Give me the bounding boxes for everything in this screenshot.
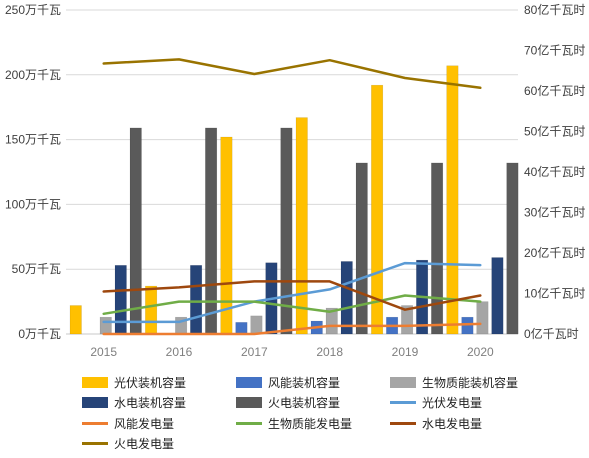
- legend-swatch: [82, 442, 108, 446]
- legend-row: 光伏装机容量 风能装机容量 生物质能装机容量: [82, 372, 562, 393]
- legend-label: 光伏装机容量: [114, 375, 187, 390]
- bar: [506, 162, 519, 335]
- legend-item: 生物质能发电量: [236, 415, 390, 432]
- legend-label: 风能装机容量: [268, 375, 341, 390]
- right-axis-tick-label: 80亿千瓦时: [524, 2, 585, 17]
- x-axis-tick-label: 2018: [316, 345, 343, 359]
- legend-row: 火电发电量: [82, 434, 562, 455]
- legend-item: 风能装机容量: [236, 374, 390, 391]
- bar: [145, 285, 158, 335]
- bar: [220, 136, 233, 335]
- legend-swatch: [390, 376, 416, 388]
- legend-label: 生物质能发电量: [268, 416, 353, 431]
- series-line: [102, 322, 482, 336]
- bar: [491, 257, 504, 335]
- x-axis-tick-label: 2017: [241, 345, 268, 359]
- lines: [102, 58, 482, 336]
- bar: [295, 117, 308, 335]
- series-line: [102, 294, 482, 316]
- bar: [355, 162, 368, 335]
- x-axis-tick-label: 2016: [166, 345, 193, 359]
- legend-label: 水电装机容量: [114, 396, 187, 411]
- bar: [340, 261, 353, 335]
- bar: [190, 265, 203, 335]
- combo-chart-plot: 0万千瓦 50万千瓦 100万千瓦 150万千瓦 200万千瓦 250万千瓦 0亿千瓦时 10…: [5, 2, 585, 359]
- legend-item: 水电发电量: [390, 415, 544, 432]
- bar: [205, 127, 218, 335]
- x-axis-tick-label: 2020: [467, 345, 494, 359]
- legend-swatch: [236, 397, 262, 409]
- legend-swatch: [236, 421, 262, 425]
- legend-label: 水电发电量: [422, 416, 483, 431]
- right-axis-tick-label: 40亿千瓦时: [524, 164, 585, 179]
- left-axis-tick-label: 100万千瓦: [5, 197, 61, 211]
- legend-label: 风能发电量: [114, 416, 175, 431]
- legend-swatch: [390, 421, 416, 425]
- legend-row: 风能发电量 生物质能发电量 水电发电量: [82, 413, 562, 434]
- legend-item: 风能发电量: [82, 415, 236, 432]
- right-axis-tick-label: 60亿千瓦时: [524, 83, 585, 98]
- right-axis-tick-label: 0亿千瓦时: [524, 326, 579, 341]
- legend-swatch: [82, 397, 108, 409]
- right-axis-tick-label: 50亿千瓦时: [524, 124, 585, 139]
- bar: [114, 265, 127, 335]
- x-axis-tick-label: 2019: [392, 345, 419, 359]
- left-axis-tick-label: 0万千瓦: [18, 327, 61, 341]
- series-line: [102, 58, 482, 90]
- bar: [371, 84, 384, 335]
- legend-item: 生物质能装机容量: [390, 374, 544, 391]
- bar: [235, 322, 248, 335]
- legend-item: 光伏发电量: [390, 394, 544, 411]
- x-axis-tick-label: 2015: [90, 345, 117, 359]
- bar: [325, 307, 338, 335]
- legend-label: 火电发电量: [114, 437, 175, 452]
- legend-item: 光伏装机容量: [82, 374, 236, 391]
- bar: [401, 305, 414, 335]
- bar: [476, 301, 489, 335]
- legend-label: 生物质能装机容量: [422, 375, 519, 390]
- bar: [129, 127, 142, 335]
- axes: 0万千瓦 50万千瓦 100万千瓦 150万千瓦 200万千瓦 250万千瓦 0亿千瓦时 10…: [5, 2, 585, 359]
- left-axis-tick-label: 150万千瓦: [5, 133, 61, 147]
- legend-swatch: [82, 421, 108, 425]
- legend-swatch: [82, 376, 108, 388]
- legend-item: 火电发电量: [82, 435, 236, 452]
- legend-label: 火电装机容量: [268, 396, 341, 411]
- series-line: [102, 280, 482, 311]
- bar: [280, 127, 293, 335]
- legend-item: 水电装机容量: [82, 394, 236, 411]
- legend-label: 光伏发电量: [422, 396, 483, 411]
- left-axis-tick-label: 200万千瓦: [5, 68, 61, 82]
- legend-swatch: [390, 401, 416, 405]
- legend-item: 火电装机容量: [236, 394, 390, 411]
- left-axis-tick-label: 50万千瓦: [12, 262, 61, 276]
- bar: [69, 305, 82, 335]
- right-axis-tick-label: 30亿千瓦时: [524, 205, 585, 220]
- bars: [69, 65, 519, 335]
- bar: [99, 316, 112, 335]
- right-axis-tick-label: 10亿千瓦时: [524, 286, 585, 301]
- series-line: [102, 261, 482, 324]
- bar: [250, 315, 263, 335]
- bar: [446, 65, 459, 335]
- bar: [431, 162, 444, 335]
- legend-row: 水电装机容量 火电装机容量 光伏发电量: [82, 393, 562, 414]
- right-axis-tick-label: 20亿千瓦时: [524, 245, 585, 260]
- right-axis-tick-label: 70亿千瓦时: [524, 43, 585, 58]
- legend: 光伏装机容量 风能装机容量 生物质能装机容量水电装机容量 火电装机容量 光伏发电量风能发…: [82, 372, 562, 454]
- legend-swatch: [236, 376, 262, 388]
- left-axis-tick-label: 250万千瓦: [5, 3, 61, 17]
